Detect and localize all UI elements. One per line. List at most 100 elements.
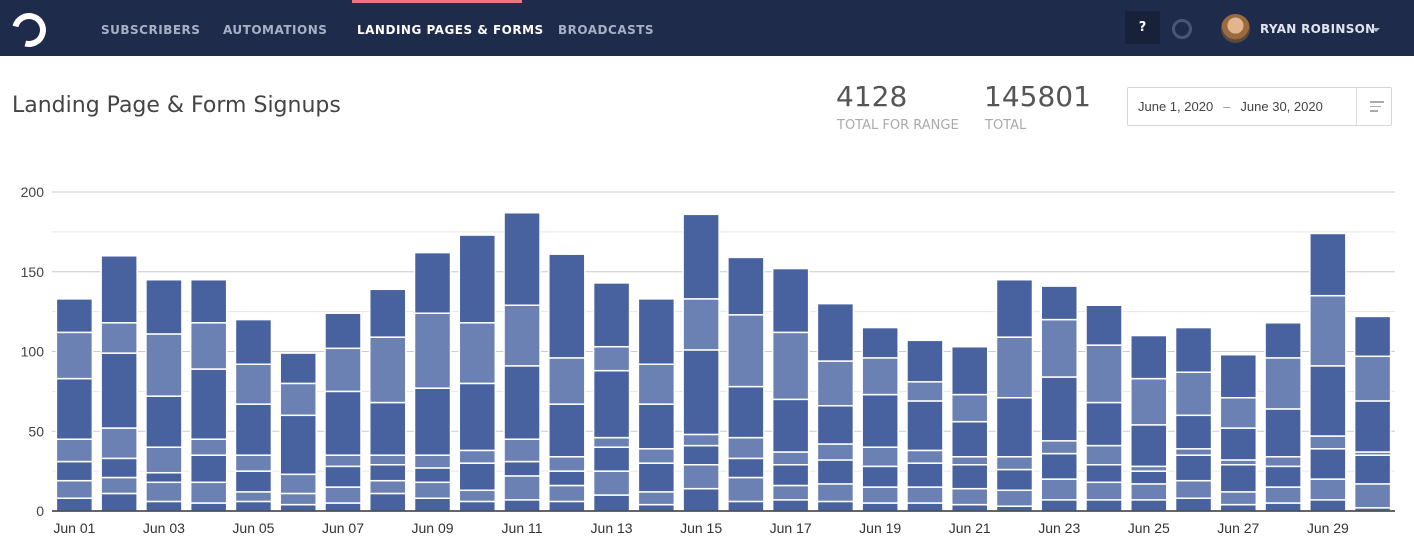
bar-segment	[548, 403, 586, 458]
bar-segment	[234, 491, 273, 503]
bar-segment	[1264, 465, 1302, 488]
x-tick-label: Jun 21	[949, 520, 991, 536]
end-date[interactable]: June 30, 2020	[1240, 99, 1323, 114]
date-separator: –	[1223, 99, 1231, 114]
bar-segment	[1264, 502, 1302, 512]
bar-segment	[727, 256, 765, 316]
bar-segment	[234, 454, 273, 472]
bar-segment	[55, 460, 94, 482]
nav-broadcasts[interactable]: BROADCASTS	[558, 23, 655, 37]
bar-segment	[682, 444, 720, 466]
bar-segment	[816, 443, 855, 461]
bar-segment	[413, 387, 452, 456]
help-button[interactable]: ?	[1125, 11, 1160, 44]
bar-segment	[637, 491, 676, 506]
bar-segment	[100, 476, 138, 495]
bar-segment	[727, 314, 765, 388]
user-menu[interactable]: RYAN ROBINSON	[1260, 22, 1376, 36]
bar-segment	[682, 298, 720, 351]
bar-segment	[548, 456, 586, 472]
bar-segment	[1085, 401, 1123, 447]
bar-segment	[324, 502, 362, 512]
bar-segment	[279, 414, 317, 476]
bar-segment	[682, 349, 720, 436]
bar-segment	[1040, 440, 1078, 455]
bar-segment	[771, 331, 810, 401]
x-tick-label: Jun 07	[322, 520, 364, 536]
bar-segment	[995, 278, 1034, 338]
bar-segment	[1085, 463, 1123, 484]
bar-segment	[189, 502, 228, 512]
bar-segment	[413, 497, 452, 512]
nav-automations[interactable]: AUTOMATIONS	[223, 23, 328, 37]
bar-segment	[1130, 483, 1168, 501]
bar-segment	[1174, 454, 1213, 482]
bar-segment	[548, 470, 586, 487]
bar-segment	[145, 278, 183, 335]
y-tick-label: 200	[21, 184, 45, 200]
bar-segment	[1040, 499, 1078, 512]
bar-segment	[1130, 377, 1168, 426]
bar-segment	[861, 502, 899, 512]
x-tick-label: Jun 11	[502, 520, 543, 536]
loading-ring-icon	[1172, 19, 1192, 39]
bar-segment	[55, 438, 94, 463]
bar-segment	[861, 465, 899, 488]
bar-segment	[369, 401, 407, 456]
bar-segment	[995, 336, 1034, 399]
bar-segment	[503, 304, 541, 367]
bar-segment	[816, 404, 855, 445]
bar-segment	[503, 460, 541, 477]
bar-segment	[548, 357, 586, 405]
bar-segment	[145, 446, 183, 474]
bar-segment	[55, 298, 94, 334]
bar-segment	[727, 385, 765, 439]
bar-segment	[1219, 463, 1258, 493]
x-tick-label: Jun 27	[1217, 520, 1259, 536]
bar-segment	[637, 298, 676, 366]
bar-segment	[1174, 326, 1213, 373]
bar-segment	[1174, 479, 1213, 499]
bar-segment	[100, 427, 138, 460]
menu-icon[interactable]	[1370, 101, 1384, 115]
bar-segment	[369, 336, 407, 404]
bar-segment	[906, 462, 944, 488]
bar-segment	[1219, 491, 1258, 506]
chevron-down-icon[interactable]	[1372, 28, 1380, 32]
bar-segment	[637, 503, 676, 512]
bar-segment	[995, 456, 1034, 471]
bar-segment	[995, 397, 1034, 458]
nav-landing-pages-forms[interactable]: LANDING PAGES & FORMS	[357, 23, 544, 37]
date-range-picker[interactable]: June 1, 2020 – June 30, 2020	[1127, 87, 1392, 126]
bar-segment	[1219, 353, 1258, 399]
bar-segment	[950, 456, 989, 466]
start-date[interactable]: June 1, 2020	[1138, 99, 1214, 114]
bar-segment	[1353, 355, 1392, 402]
bar-segment	[861, 393, 899, 448]
bar-segment	[1040, 318, 1078, 378]
y-tick-label: 0	[36, 503, 44, 519]
bar-segment	[279, 473, 317, 495]
bar-segment	[369, 288, 407, 338]
bar-segment	[55, 479, 94, 499]
x-tick-label: Jun 03	[143, 520, 185, 536]
bar-segment	[100, 255, 138, 324]
bar-segment	[1040, 376, 1078, 442]
bar-segment	[906, 449, 944, 464]
range-total-value: 4128	[836, 80, 908, 113]
bar-segment	[279, 382, 317, 417]
bar-segment	[1040, 478, 1078, 501]
bar-segment	[548, 484, 586, 503]
bar-segment	[1130, 424, 1168, 468]
avatar[interactable]	[1221, 14, 1250, 43]
bar-segment	[727, 436, 765, 460]
nav-subscribers[interactable]: SUBSCRIBERS	[101, 23, 201, 37]
bar-segment	[592, 282, 631, 348]
bar-segment	[548, 253, 586, 359]
bar-segment	[369, 492, 407, 512]
bar-segment	[950, 345, 989, 396]
date-range-values: June 1, 2020 – June 30, 2020	[1138, 88, 1350, 125]
bar-segment	[592, 436, 631, 448]
bar-segment	[145, 395, 183, 448]
bar-segment	[324, 347, 362, 393]
